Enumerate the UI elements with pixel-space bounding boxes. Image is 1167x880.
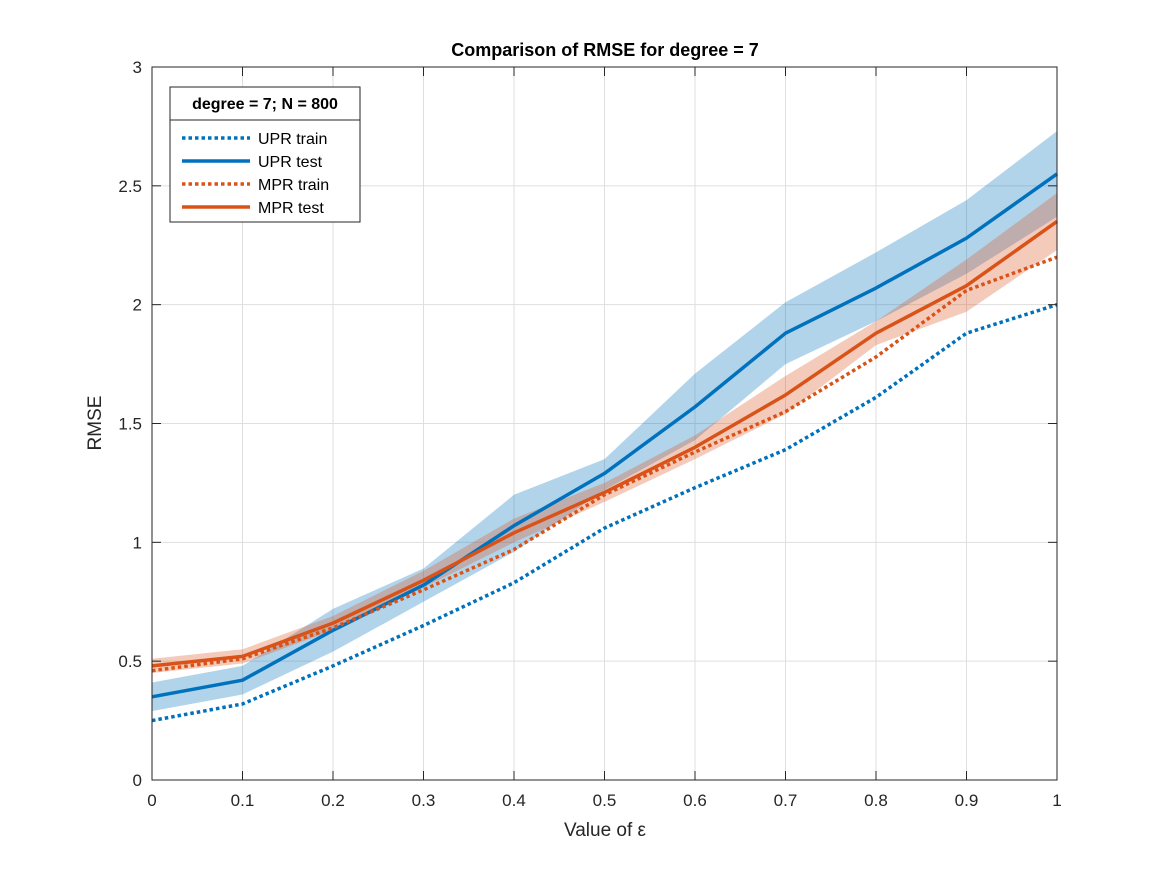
y-tick-label: 0.5 <box>118 652 142 671</box>
y-tick-label: 0 <box>133 771 142 790</box>
legend: degree = 7; N = 800 UPR train UPR test MPR… <box>169 86 361 223</box>
series-lines <box>151 172 1059 723</box>
x-tick-label: 0.6 <box>683 791 707 810</box>
upr-train-line <box>151 302 1058 723</box>
x-axis-label: Value of ε <box>564 820 647 841</box>
x-tick-label: 0.3 <box>412 791 436 810</box>
y-tick-label: 3 <box>133 58 142 77</box>
y-tick-label: 1.5 <box>118 415 142 434</box>
y-tick-label: 2 <box>133 296 142 315</box>
x-tick-label: 1 <box>1052 791 1061 810</box>
legend-label-upr-train: UPR train <box>258 131 327 148</box>
upr-test-line <box>151 172 1059 699</box>
y-tick-label: 1 <box>133 533 142 552</box>
legend-entries: UPR train UPR test MPR train MPR test <box>182 131 329 217</box>
x-tick-label: 0.7 <box>774 791 798 810</box>
legend-label-mpr-test: MPR test <box>258 200 324 217</box>
x-tick-label: 0.1 <box>231 791 255 810</box>
legend-box <box>169 86 361 223</box>
x-tick-label: 0.9 <box>955 791 979 810</box>
chart-title: Comparison of RMSE for degree = 7 <box>451 40 759 60</box>
y-tick-label: 2.5 <box>118 177 142 196</box>
tick-layer: 0 0.1 0.2 0.3 0.4 0.5 0.6 0.7 0.8 0.9 1 0 0.5 1 1.5 2 2.… <box>118 58 1061 810</box>
x-tick-label: 0.2 <box>321 791 345 810</box>
grid-layer <box>152 67 1057 780</box>
mpr-test-line <box>151 220 1059 668</box>
x-tick-label: 0.5 <box>593 791 617 810</box>
y-axis-label: RMSE <box>85 396 106 451</box>
legend-title: degree = 7; N = 800 <box>192 96 338 113</box>
legend-label-upr-test: UPR test <box>258 154 323 171</box>
x-tick-label: 0.8 <box>864 791 888 810</box>
x-tick-label: 0 <box>147 791 156 810</box>
mpr-train-line <box>151 255 1058 673</box>
x-tick-label: 0.4 <box>502 791 526 810</box>
legend-label-mpr-train: MPR train <box>258 177 329 194</box>
